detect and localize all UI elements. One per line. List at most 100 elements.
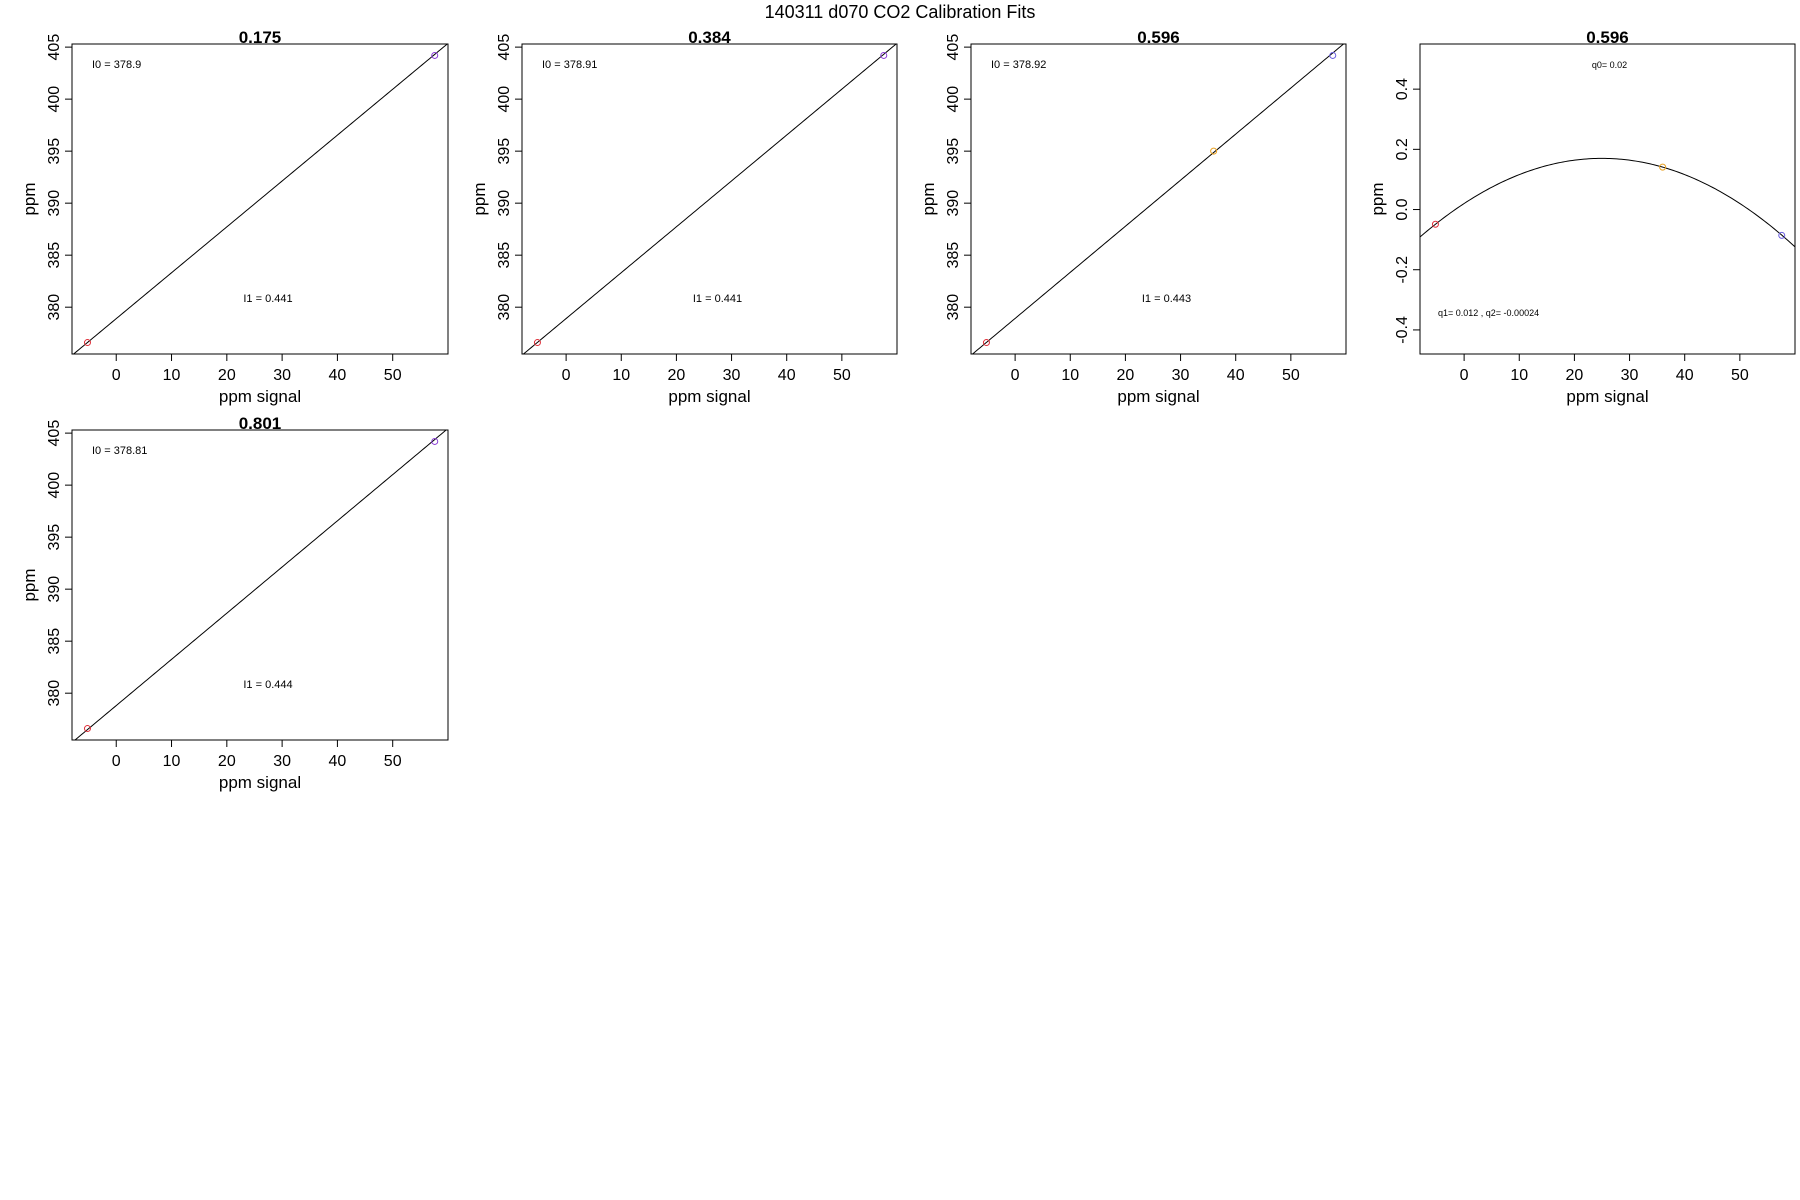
chart-3-annotation-1: I0 = 378.92 — [991, 59, 1046, 71]
chart-1-y-tick-label-0: 380 — [46, 294, 63, 321]
chart-4-y-tick-label-0: -0.4 — [1394, 316, 1411, 344]
chart-1-y-tick-label-5: 405 — [46, 34, 63, 61]
chart-2-x-tick-label-5: 50 — [833, 367, 851, 384]
chart-5-title: 0.801 — [239, 414, 282, 433]
chart-4-y-axis-label: ppm — [1368, 182, 1387, 215]
figure-title: 140311 d070 CO2 Calibration Fits — [764, 2, 1036, 22]
chart-2-annotation-2: I1 = 0.441 — [693, 293, 742, 305]
chart-5-x-tick-label-3: 30 — [273, 753, 291, 770]
chart-3-x-tick-label-4: 40 — [1227, 367, 1245, 384]
chart-5-y-tick-label-4: 400 — [46, 472, 63, 499]
chart-3-y-tick-label-0: 380 — [945, 294, 962, 321]
chart-3-fit-line — [971, 44, 1345, 354]
chart-2-y-tick-label-0: 380 — [496, 294, 513, 321]
chart-2-fit-line — [522, 44, 897, 354]
chart-5-x-tick-label-2: 20 — [218, 753, 236, 770]
chart-panel-3: 0.596 0 10 20 30 40 50 ppm signal 380 385 390 395 40… — [919, 28, 1347, 406]
chart-1-x-tick-label-1: 10 — [163, 367, 181, 384]
chart-4-x-axis-label: ppm signal — [1566, 387, 1648, 406]
chart-2-y-tick-label-2: 390 — [496, 190, 513, 217]
chart-2-x-tick-label-3: 30 — [723, 367, 741, 384]
chart-3-y-tick-label-4: 400 — [945, 86, 962, 113]
chart-3-x-axis-label: ppm signal — [1117, 387, 1199, 406]
chart-3-y-tick-label-2: 390 — [945, 190, 962, 217]
chart-1-annotation-1: I0 = 378.9 — [92, 59, 141, 71]
chart-3-x-tick-label-3: 30 — [1172, 367, 1190, 384]
chart-1-x-tick-label-0: 0 — [112, 367, 121, 384]
chart-4-x-tick-label-0: 0 — [1460, 367, 1469, 384]
chart-1-x-axis-label: ppm signal — [219, 387, 301, 406]
chart-1-x-tick-label-3: 30 — [273, 367, 291, 384]
chart-3-point-1 — [982, 339, 990, 347]
chart-5-point-1 — [83, 725, 91, 733]
chart-4-point-1 — [1431, 220, 1439, 228]
chart-panel-2: 0.384 0 10 20 30 40 50 ppm signal 380 385 390 395 40… — [470, 28, 898, 406]
chart-4-y-tick-label-4: 0.4 — [1394, 78, 1411, 100]
chart-3-x-tick-label-5: 50 — [1282, 367, 1300, 384]
chart-4-x-tick-label-3: 30 — [1621, 367, 1639, 384]
chart-4-annotation-1: q0= 0.02 — [1592, 60, 1627, 70]
chart-4-point-2 — [1659, 163, 1667, 171]
chart-4-x-tick-label-1: 10 — [1510, 367, 1528, 384]
chart-3-title: 0.596 — [1137, 28, 1180, 47]
chart-5-annotation-2: I1 = 0.444 — [243, 679, 292, 691]
chart-5-y-tick-label-1: 385 — [46, 628, 63, 655]
chart-2-y-tick-label-4: 400 — [496, 86, 513, 113]
chart-panel-1: 0.175 0 10 20 30 40 50 ppm signal 380 385 390 395 40… — [20, 28, 449, 406]
chart-5-x-tick-label-4: 40 — [329, 753, 347, 770]
chart-5-y-tick-label-0: 380 — [46, 680, 63, 707]
chart-1-y-tick-label-4: 400 — [46, 86, 63, 113]
chart-5-y-axis-label: ppm — [20, 568, 39, 601]
chart-5-x-axis-label: ppm signal — [219, 773, 301, 792]
chart-5-y-tick-label-5: 405 — [46, 420, 63, 447]
chart-4-y-tick-label-2: 0.0 — [1394, 198, 1411, 220]
chart-1-title: 0.175 — [239, 28, 282, 47]
chart-5-y-tick-label-3: 395 — [46, 524, 63, 551]
chart-1-fit-line — [72, 44, 448, 354]
chart-2-x-tick-label-4: 40 — [778, 367, 796, 384]
chart-1-y-axis-label: ppm — [20, 182, 39, 215]
chart-1-y-tick-label-1: 385 — [46, 242, 63, 269]
chart-5-point-2 — [431, 437, 439, 445]
chart-1-y-tick-label-3: 395 — [46, 138, 63, 165]
chart-4-y-tick-label-1: -0.2 — [1394, 256, 1411, 284]
chart-3-point-2 — [1210, 147, 1218, 155]
chart-1-x-tick-label-5: 50 — [384, 367, 402, 384]
chart-4-annotation-2: q1= 0.012 , q2= -0.00024 — [1438, 308, 1539, 318]
chart-2-title: 0.384 — [688, 28, 731, 47]
chart-5-annotation-1: I0 = 378.81 — [92, 445, 147, 457]
chart-5-x-tick-label-0: 0 — [112, 753, 121, 770]
chart-5-y-tick-label-2: 390 — [46, 576, 63, 603]
chart-3-x-tick-label-2: 20 — [1117, 367, 1135, 384]
chart-3-y-tick-label-3: 395 — [945, 138, 962, 165]
chart-5-x-tick-label-1: 10 — [163, 753, 181, 770]
chart-2-point-1 — [533, 339, 541, 347]
chart-4-x-tick-label-4: 40 — [1676, 367, 1694, 384]
chart-3-x-tick-label-0: 0 — [1011, 367, 1020, 384]
chart-2-y-tick-label-3: 395 — [496, 138, 513, 165]
chart-1-x-tick-label-4: 40 — [329, 367, 347, 384]
chart-3-point-3 — [1329, 51, 1337, 59]
chart-2-y-tick-label-1: 385 — [496, 242, 513, 269]
chart-4-fit-line — [1420, 157, 1795, 248]
chart-3-y-tick-label-5: 405 — [945, 34, 962, 61]
chart-2-x-axis-label: ppm signal — [668, 387, 750, 406]
chart-2-point-2 — [880, 51, 888, 59]
chart-4-title: 0.596 — [1586, 28, 1629, 47]
chart-panel-4: 0.596 0 10 20 30 40 50 ppm signal -0.4 -0.2 0.0 0.2… — [1368, 28, 1796, 406]
chart-4-y-tick-label-3: 0.2 — [1394, 138, 1411, 160]
chart-5-x-tick-label-5: 50 — [384, 753, 402, 770]
chart-1-y-tick-label-2: 390 — [46, 190, 63, 217]
chart-3-x-tick-label-1: 10 — [1061, 367, 1079, 384]
chart-3-annotation-2: I1 = 0.443 — [1142, 293, 1191, 305]
chart-3-y-axis-label: ppm — [919, 182, 938, 215]
chart-panel-5: 0.801 0 10 20 30 40 50 ppm signal 380 385 390 395 40… — [20, 414, 449, 792]
chart-3-y-tick-label-1: 385 — [945, 242, 962, 269]
chart-1-point-1 — [83, 339, 91, 347]
chart-1-x-tick-label-2: 20 — [218, 367, 236, 384]
chart-2-y-tick-label-5: 405 — [496, 34, 513, 61]
chart-4-x-tick-label-2: 20 — [1566, 367, 1584, 384]
chart-4-point-3 — [1778, 231, 1786, 239]
chart-2-x-tick-label-1: 10 — [612, 367, 630, 384]
